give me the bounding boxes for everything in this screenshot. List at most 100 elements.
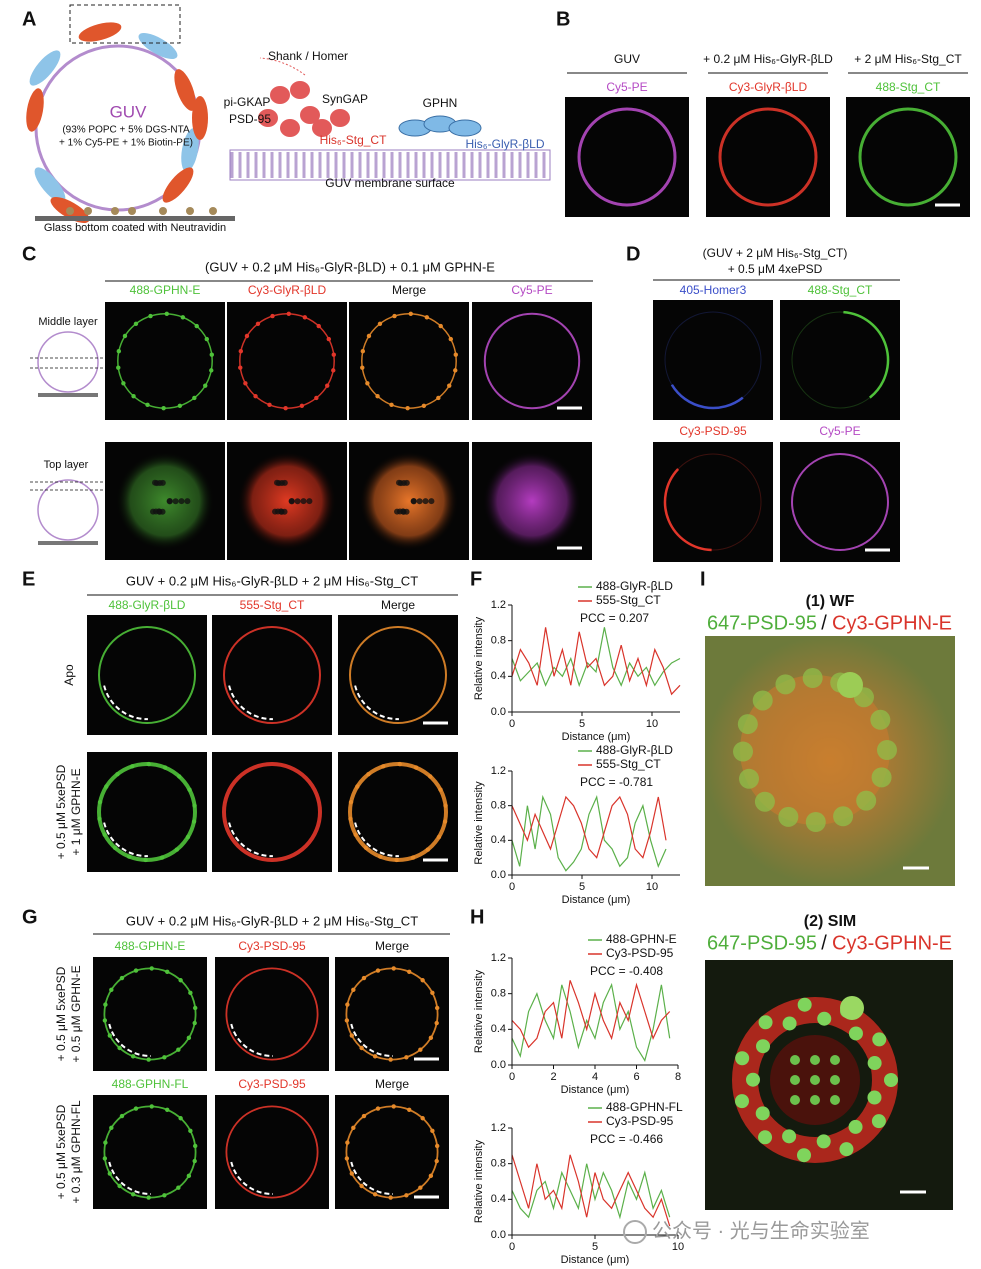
label: 488-GPHN-E [130,283,201,297]
puncta [394,857,399,863]
puncta [348,799,354,805]
line-profile [230,1023,273,1057]
puncta [830,1095,840,1105]
membrane-ring [349,626,447,724]
label: 488-Stg_CT [808,283,873,297]
label: + 0.5 μM 5xePSD [54,764,68,859]
puncta [180,315,186,320]
puncta [366,333,372,339]
puncta [255,321,261,326]
puncta [758,1130,773,1145]
puncta [345,1002,350,1007]
puncta [104,784,109,789]
puncta [775,674,796,695]
y-tick-label: 0.8 [491,1158,506,1170]
puncta [735,1051,750,1066]
membrane-ring [858,107,958,207]
membrane-ring [225,967,319,1061]
membrane-arc [843,310,890,399]
puncta [131,393,136,399]
puncta [392,313,397,319]
puncta [165,1107,170,1112]
x-axis-label: Distance (μm) [561,1254,630,1266]
micrograph [212,752,332,872]
watermark: 公众号 · 光与生命实验室 [652,1219,870,1242]
puncta [810,1055,820,1065]
puncta [185,834,191,840]
label: (GUV + 0.2 μM His₆-GlyR-βLD) + 0.1 μM GP… [205,259,495,274]
annotation: PCC = 0.207 [580,611,649,625]
guv-signal [740,675,890,825]
neutravidin [159,207,167,215]
hole [172,498,179,505]
label: Shank / Homer [268,49,348,63]
puncta [112,845,118,850]
puncta [404,1193,409,1198]
label: Top layer [44,459,89,471]
puncta [186,1035,192,1041]
puncta [778,806,799,827]
puncta [103,1140,108,1145]
y-tick-label: 0.8 [491,988,506,1000]
puncta [737,714,758,735]
puncta [192,803,197,808]
x-tick-label: 0 [509,1241,515,1253]
hole [396,479,403,486]
membrane-patch [237,451,337,551]
label: + 2 μM His₆-Stg_CT [854,52,962,66]
puncta [192,1158,197,1164]
y-tick-label: 0.8 [491,800,506,812]
puncta [428,1035,434,1041]
puncta [833,806,854,827]
puncta [363,845,369,850]
puncta [754,791,775,812]
y-tick-label: 1.2 [491,765,506,777]
puncta [424,315,430,320]
x-tick-label: 0 [509,1071,515,1083]
label: + 0.5 μM 5xePSD [54,966,68,1061]
micrograph [87,615,207,735]
puncta [436,834,442,840]
membrane-ring [98,626,196,724]
label: + 0.5 μM 5xePSD [54,1104,68,1199]
legend-label: 488-GPHN-FL [606,1100,683,1114]
micrograph [653,300,773,420]
puncta [191,819,197,824]
label: Merge [381,598,415,612]
y-axis-label: Relative intensity [473,616,485,700]
puncta [355,784,360,789]
label: (93% POPC + 5% DGS-NTA [62,125,190,136]
label: Cy3-PSD-95 [238,1077,306,1091]
protein-cap [162,167,194,203]
psd-scaffold [290,81,310,99]
micrograph [846,97,970,217]
puncta [840,996,864,1020]
membrane-ring [483,312,581,410]
puncta [388,1195,393,1200]
protein-cap [29,50,61,86]
membrane-ring [225,1105,319,1199]
protein-cap [192,96,208,140]
puncta [164,311,169,317]
line-profile [350,1161,393,1195]
puncta [830,1075,840,1085]
legend-label: 555-Stg_CT [596,593,661,607]
puncta [349,1171,354,1176]
hole [403,479,410,486]
micrograph [93,957,207,1071]
puncta [302,315,308,320]
puncta [360,365,365,370]
puncta [130,1054,136,1059]
puncta [177,774,182,779]
puncta [790,1055,800,1065]
legend-label: 555-Stg_CT [596,757,661,771]
puncta [739,768,760,789]
x-tick-label: 5 [579,718,585,730]
x-axis-label: Distance (μm) [562,894,631,906]
micrograph [780,442,900,562]
puncta [176,1047,181,1052]
hole [278,508,285,515]
puncta [102,1156,108,1161]
puncta [361,1113,367,1119]
panel-label: I [700,568,706,590]
